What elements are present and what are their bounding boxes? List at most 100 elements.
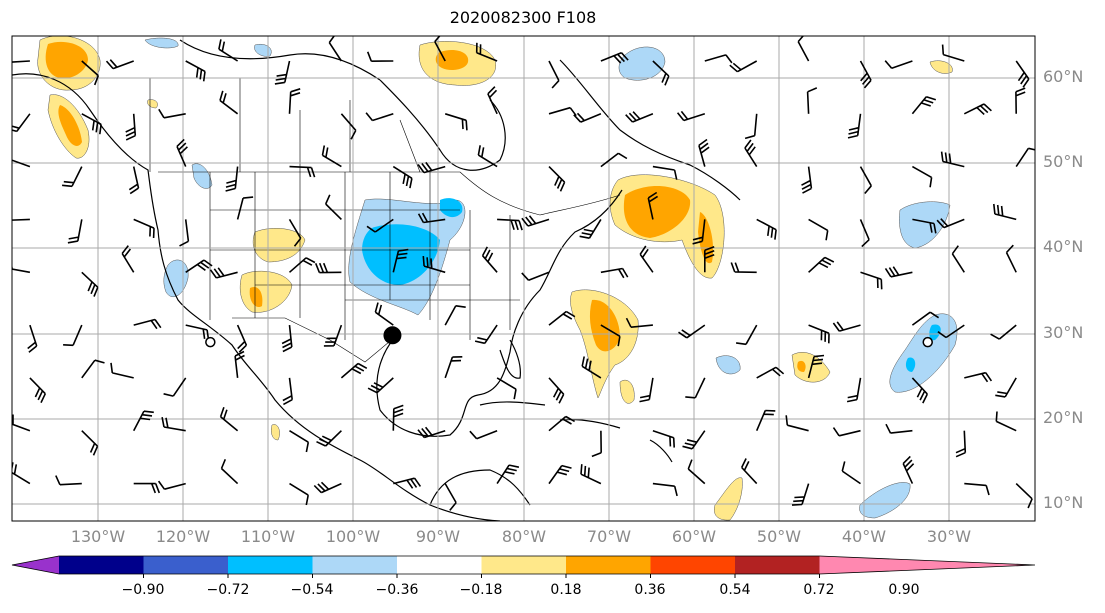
colorbar-segment bbox=[481, 556, 567, 574]
wind-barb bbox=[105, 59, 134, 70]
wind-barb bbox=[158, 108, 186, 119]
wind-barb bbox=[474, 324, 498, 345]
coastline-gulf bbox=[376, 189, 623, 437]
wind-barb bbox=[600, 51, 629, 64]
colorbar-tick-label: −0.36 bbox=[375, 582, 419, 598]
wind-barb bbox=[321, 145, 342, 168]
wind-barb bbox=[652, 165, 678, 180]
shade-negative-pnw bbox=[191, 163, 213, 189]
wind-barb bbox=[785, 415, 809, 432]
wind-barb bbox=[941, 44, 965, 62]
wind-barb bbox=[841, 461, 861, 485]
colorbar-segment bbox=[397, 556, 482, 574]
wind-barb bbox=[548, 60, 560, 89]
wind-barb bbox=[704, 245, 715, 273]
wind-barbs bbox=[12, 36, 1035, 511]
wind-barb bbox=[990, 324, 1017, 340]
wind-barb bbox=[735, 324, 758, 346]
lon-label-40w: 40°W bbox=[841, 527, 887, 546]
wind-barb bbox=[993, 203, 1017, 221]
wind-barb bbox=[832, 427, 861, 437]
wind-barb bbox=[392, 404, 404, 431]
wind-barb bbox=[581, 356, 602, 379]
wind-barb bbox=[125, 113, 137, 141]
wind-barb bbox=[444, 113, 468, 131]
wind-barb bbox=[417, 426, 446, 439]
wind-barb bbox=[496, 464, 520, 485]
wind-barb bbox=[133, 318, 162, 330]
wind-barb bbox=[185, 259, 213, 273]
wind-barb bbox=[289, 430, 310, 453]
wind-barb bbox=[911, 311, 940, 326]
wind-barb bbox=[340, 362, 368, 379]
wind-barb bbox=[366, 51, 394, 62]
wind-barb bbox=[209, 267, 238, 279]
wind-barb bbox=[12, 218, 30, 221]
wind-barb bbox=[884, 266, 913, 278]
lon-label-80w: 80°W bbox=[501, 527, 547, 546]
wind-barb bbox=[313, 481, 342, 494]
shade-negative-greatlakes bbox=[440, 198, 463, 218]
wind-barb bbox=[444, 356, 463, 379]
wind-barb bbox=[625, 317, 653, 328]
shade-negative-central-atlantic-core bbox=[929, 324, 941, 341]
wind-barb bbox=[548, 377, 565, 404]
wind-barb bbox=[729, 60, 758, 73]
wind-barb bbox=[81, 430, 99, 456]
wind-barb bbox=[600, 152, 628, 168]
wind-barb bbox=[161, 417, 186, 432]
wind-barb bbox=[475, 42, 498, 62]
wind-barb bbox=[340, 113, 357, 140]
us-state-lines bbox=[209, 172, 520, 340]
coastline-florida bbox=[499, 339, 521, 379]
wind-barb bbox=[110, 362, 134, 379]
wind-barb bbox=[704, 54, 733, 64]
lon-label-130w: 130°W bbox=[70, 527, 126, 546]
wind-barb bbox=[133, 218, 155, 239]
wind-barb bbox=[730, 262, 757, 274]
wind-barb bbox=[1015, 60, 1030, 88]
wind-barb bbox=[846, 377, 862, 403]
wind-barb bbox=[324, 194, 342, 220]
wind-barb bbox=[365, 112, 394, 122]
wind-barb bbox=[579, 218, 602, 239]
wind-barb bbox=[806, 87, 818, 114]
canada-province-lines bbox=[149, 78, 421, 173]
wind-barb bbox=[755, 409, 776, 432]
wind-barb bbox=[652, 482, 678, 497]
wind-barb bbox=[548, 310, 576, 326]
wind-barb bbox=[548, 106, 577, 117]
wind-barb bbox=[219, 90, 239, 115]
colorbar-tick-label: −0.72 bbox=[206, 582, 250, 598]
shade-positive-atlantic-2 bbox=[619, 379, 635, 404]
wind-barb bbox=[62, 166, 83, 188]
coastline-arctic bbox=[179, 39, 381, 81]
wind-barb bbox=[477, 145, 498, 168]
shade-positive-baffin-core bbox=[435, 50, 469, 70]
wind-barb bbox=[29, 377, 47, 404]
wind-barb bbox=[218, 39, 239, 62]
wind-barb bbox=[121, 245, 135, 273]
wind-barb bbox=[548, 166, 566, 192]
shade-negative-arctic-1 bbox=[144, 37, 179, 49]
shade-positive-small-3 bbox=[271, 424, 280, 441]
colorbar bbox=[11, 555, 1036, 578]
wind-barb bbox=[274, 60, 291, 85]
wind-barb bbox=[797, 36, 810, 62]
wind-barb bbox=[81, 359, 105, 379]
wind-barb bbox=[912, 218, 937, 234]
wind-barb bbox=[481, 246, 498, 273]
wind-barb bbox=[884, 60, 913, 70]
wind-barb bbox=[12, 159, 31, 168]
wind-barb bbox=[859, 166, 872, 195]
wind-barb bbox=[600, 324, 621, 347]
shade-positive-yukon-core bbox=[45, 41, 88, 79]
map-title: 2020082300 F108 bbox=[449, 8, 597, 27]
wind-barb bbox=[676, 110, 706, 122]
colorbar-segment bbox=[566, 556, 651, 574]
wind-barb bbox=[682, 430, 706, 450]
wind-barb bbox=[393, 477, 422, 489]
wind-barb bbox=[496, 377, 517, 400]
wind-barb bbox=[289, 165, 316, 178]
wind-barb bbox=[937, 324, 965, 339]
